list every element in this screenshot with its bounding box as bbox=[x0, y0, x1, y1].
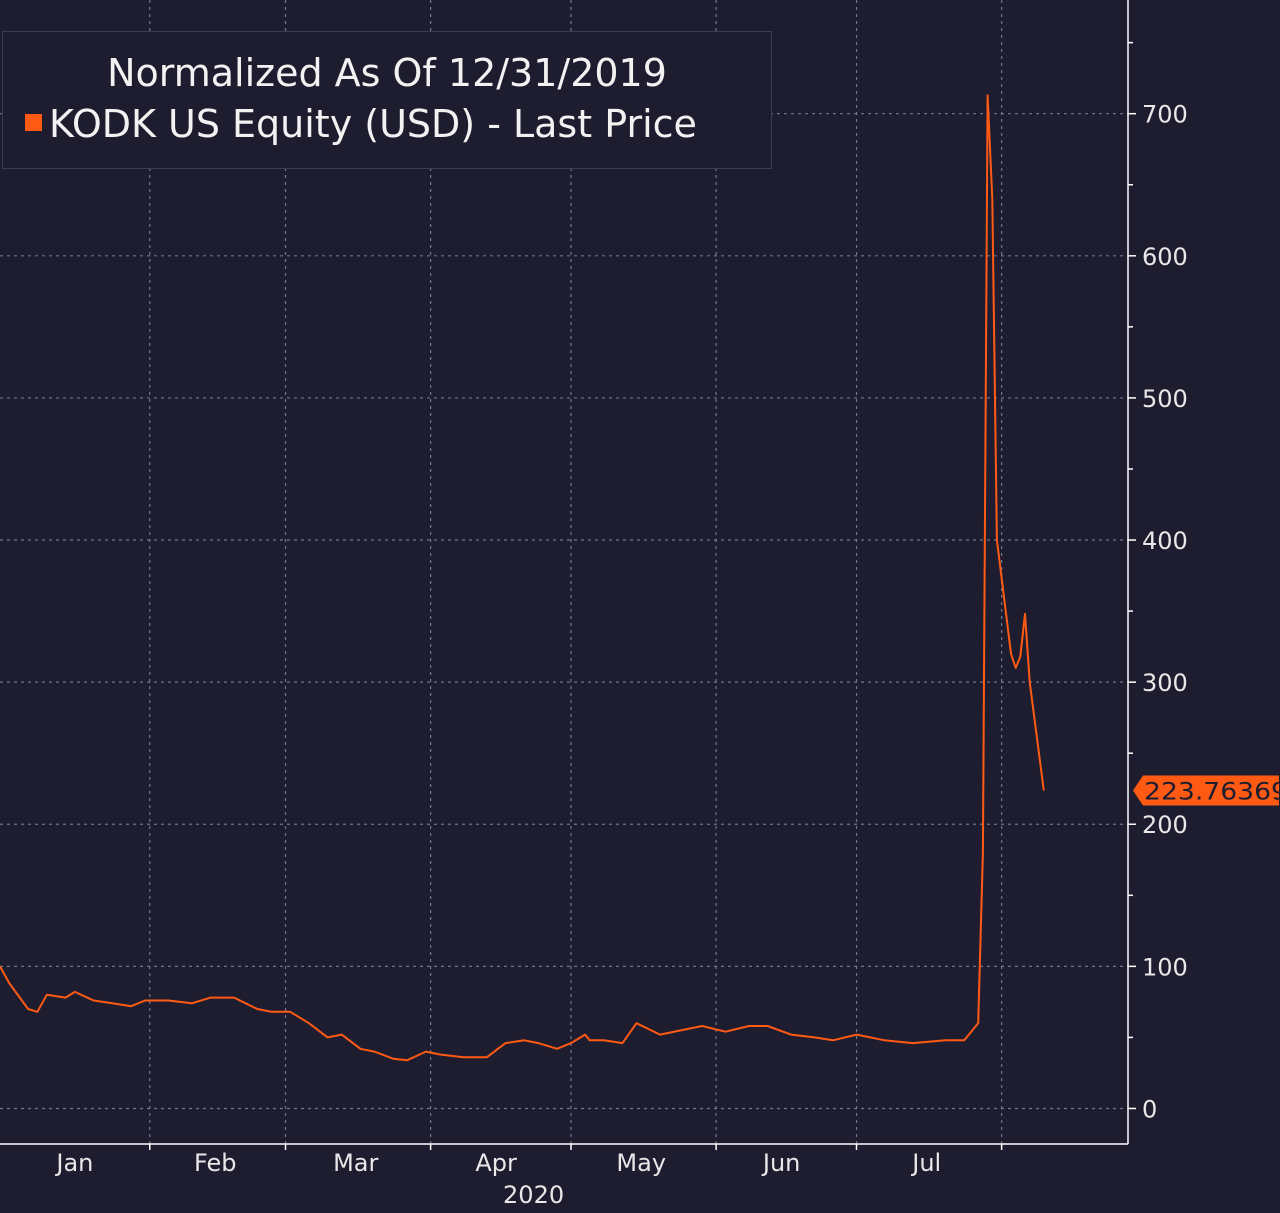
legend-swatch-icon bbox=[25, 114, 42, 131]
y-tick-label: 200 bbox=[1142, 811, 1188, 839]
x-tick-label: Jun bbox=[761, 1149, 801, 1177]
gridlines bbox=[0, 0, 1128, 1144]
x-tick-label: Mar bbox=[333, 1149, 378, 1177]
x-tick-label: May bbox=[616, 1149, 666, 1177]
y-tick-label: 500 bbox=[1142, 385, 1188, 413]
y-tick-label: 400 bbox=[1142, 527, 1188, 555]
legend-entry-kodk: KODK US Equity (USD) - Last Price bbox=[25, 101, 697, 147]
last-value-tag bbox=[1133, 775, 1279, 806]
axes: 0 100 200 300 400 500 600 700 Jan Feb Mar Apr May Jun… bbox=[0, 0, 1188, 1209]
y-tick-label: 100 bbox=[1142, 953, 1188, 981]
legend-title: Normalized As Of 12/31/2019 bbox=[107, 51, 667, 95]
legend: Normalized As Of 12/31/2019 KODK US Equi… bbox=[2, 31, 772, 169]
x-tick-label: Jul bbox=[910, 1149, 941, 1177]
y-tick-label: 700 bbox=[1142, 101, 1188, 129]
series-line-kodk bbox=[0, 94, 1045, 1062]
x-tick-label: Feb bbox=[194, 1149, 237, 1177]
y-tick-label: 0 bbox=[1142, 1095, 1157, 1123]
last-value-label: 223.76369 bbox=[1144, 777, 1280, 805]
x-tick-label: Jan bbox=[54, 1149, 93, 1177]
series-layer bbox=[0, 94, 1045, 1062]
x-axis-title: 2020 bbox=[503, 1181, 564, 1209]
legend-series-label: KODK US Equity (USD) - Last Price bbox=[49, 102, 697, 146]
y-tick-label: 600 bbox=[1142, 243, 1188, 271]
x-tick-label: Apr bbox=[475, 1149, 517, 1177]
value-labels: 223.76369 bbox=[1133, 775, 1280, 806]
y-tick-label: 300 bbox=[1142, 669, 1188, 697]
